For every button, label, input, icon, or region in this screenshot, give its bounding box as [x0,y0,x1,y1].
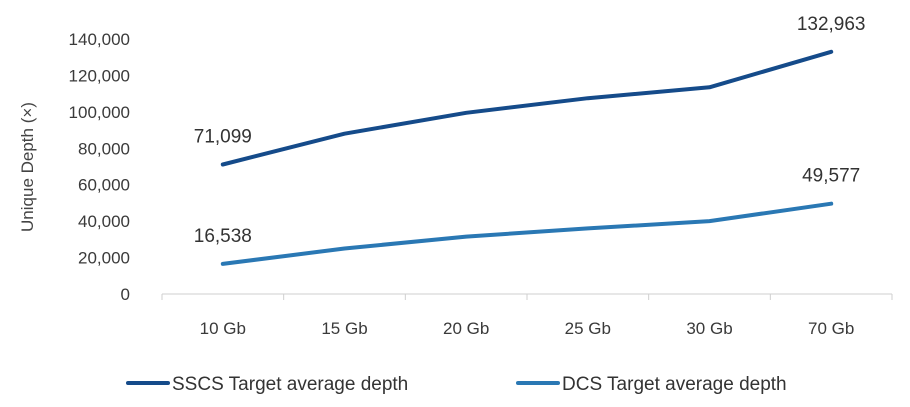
y-tick-label: 120,000 [69,66,130,85]
series-line-sscs [220,49,834,167]
series-line-dcs [220,201,834,266]
x-tick-label: 10 Gb [200,319,246,338]
x-tick-label: 20 Gb [443,319,489,338]
y-axis-label: Unique Depth (×) [18,102,37,232]
legend-label: SSCS Target average depth [172,374,408,395]
y-tick-label: 20,000 [78,249,130,268]
x-tick-label: 15 Gb [321,319,367,338]
x-tick-label: 70 Gb [808,319,854,338]
x-tick-label: 25 Gb [565,319,611,338]
legend-label: DCS Target average depth [562,374,787,395]
x-tick-label: 30 Gb [686,319,732,338]
y-tick-label: 80,000 [78,139,130,158]
data-label: 132,963 [797,14,866,35]
y-tick-label: 100,000 [69,103,130,122]
data-label: 71,099 [194,126,252,147]
data-label: 49,577 [802,166,860,187]
y-tick-label: 60,000 [78,176,130,195]
y-tick-label: 0 [121,285,130,304]
y-tick-label: 40,000 [78,212,130,231]
data-label: 16,538 [194,226,252,247]
y-tick-label: 140,000 [69,30,130,49]
